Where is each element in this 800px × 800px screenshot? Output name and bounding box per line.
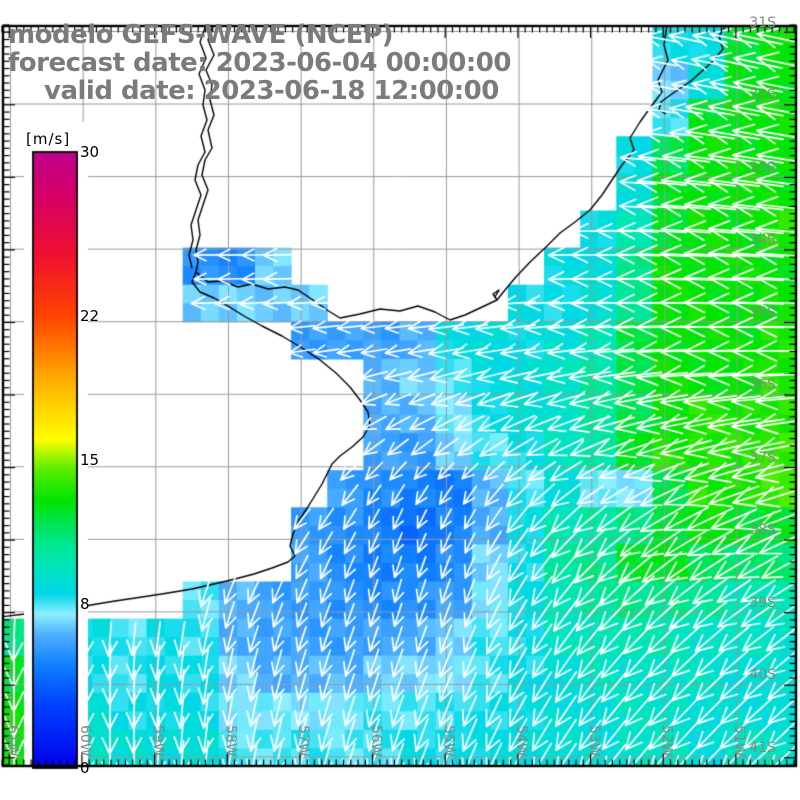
- wind-map-figure: modelo GEFS-WAVE (NCEP) forecast date: 2…: [0, 0, 800, 800]
- wind-field-map-canvas: [0, 0, 800, 800]
